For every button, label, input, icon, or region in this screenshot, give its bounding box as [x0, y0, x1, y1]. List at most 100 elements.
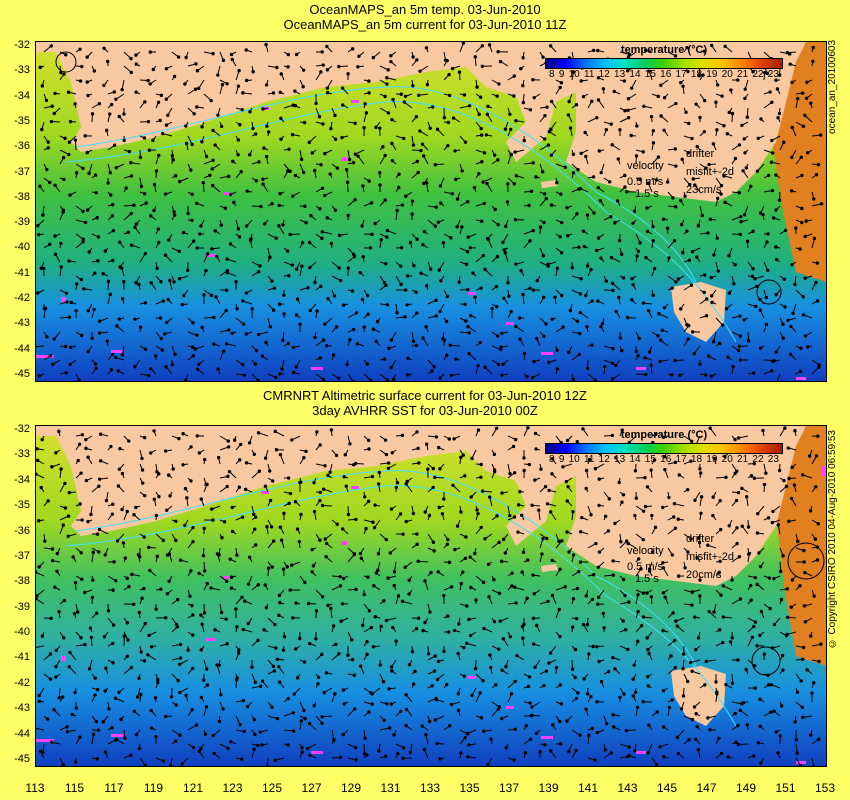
- current-arrow-head: [174, 538, 178, 543]
- current-arrow-head: [590, 726, 594, 731]
- current-arrow-head: [262, 628, 266, 632]
- current-arrow-head: [421, 154, 426, 158]
- current-arrow-head: [641, 615, 646, 619]
- current-arrow-head: [749, 598, 753, 602]
- current-arrow-head: [427, 513, 432, 518]
- current-arrow-head: [48, 354, 53, 358]
- current-arrow-head: [341, 688, 346, 692]
- current-arrow-head: [801, 645, 806, 650]
- current-arrow-head: [559, 742, 563, 746]
- longitude-tick-label: 141: [577, 781, 599, 795]
- colorbar-tick-label: 22: [752, 454, 764, 465]
- current-arrow-head: [554, 665, 559, 670]
- current-arrow-head: [492, 619, 497, 624]
- current-arrow-head: [272, 286, 277, 290]
- current-arrow-head: [41, 750, 45, 755]
- current-arrow-head: [290, 132, 295, 137]
- current-arrow-head: [698, 115, 702, 120]
- current-arrow-head: [607, 180, 612, 184]
- current-arrow-head: [699, 511, 703, 515]
- current-arrow-head: [774, 78, 778, 82]
- current-arrow-head: [417, 93, 421, 97]
- current-arrow-head: [155, 266, 159, 270]
- current-arrow-head: [41, 213, 45, 217]
- current-arrow-head: [512, 74, 516, 78]
- current-arrow-head: [686, 337, 690, 341]
- current-arrow-head: [120, 297, 125, 301]
- current-arrow-head: [96, 687, 100, 692]
- current-arrow-head: [172, 74, 177, 79]
- current-arrow-head: [738, 314, 742, 318]
- current-arrow-head: [379, 238, 383, 242]
- current-arrow-head: [462, 93, 467, 97]
- current-arrow-head: [245, 189, 249, 193]
- current-arrow-head: [122, 138, 126, 143]
- current-arrow-head: [264, 606, 269, 610]
- current-arrow-head: [661, 689, 666, 693]
- current-arrow-head: [708, 217, 713, 222]
- current-arrow-head: [665, 180, 670, 184]
- current-arrow-head: [697, 540, 702, 545]
- top-map-panel: [35, 41, 827, 382]
- current-arrow-head: [757, 551, 761, 555]
- current-arrow-head: [447, 93, 452, 98]
- current-arrow-head: [252, 512, 256, 517]
- current-arrow-head: [367, 179, 371, 183]
- current-arrow-head: [230, 331, 234, 336]
- latitude-tick-label: -43: [14, 317, 30, 330]
- current-arrow-head: [221, 707, 225, 711]
- current-arrow-head: [237, 485, 242, 489]
- current-arrow-head: [325, 91, 330, 95]
- current-arrow-head: [636, 609, 640, 614]
- current-arrow-head: [271, 91, 276, 95]
- current-arrow-head: [143, 347, 148, 351]
- current-arrow-head: [619, 540, 623, 544]
- current-arrow-head: [54, 675, 58, 679]
- current-arrow-head: [217, 719, 222, 724]
- current-arrow-head: [785, 632, 789, 637]
- current-arrow-head: [110, 512, 115, 516]
- current-arrow-head: [502, 296, 506, 301]
- current-arrow-head: [149, 367, 153, 371]
- current-arrow-head: [244, 461, 249, 465]
- current-arrow-head: [805, 668, 809, 672]
- current-arrow-head: [157, 153, 161, 158]
- current-arrow-head: [148, 568, 152, 573]
- current-arrow-head: [51, 362, 55, 367]
- current-arrow-head: [736, 348, 741, 353]
- current-arrow-head: [537, 508, 541, 512]
- current-arrow-head: [815, 299, 820, 303]
- current-arrow-head: [516, 530, 520, 534]
- current-arrow-head: [277, 593, 282, 598]
- current-arrow-head: [769, 710, 773, 714]
- current-arrow-head: [282, 293, 286, 298]
- current-arrow-head: [212, 751, 216, 756]
- current-arrow-head: [191, 613, 195, 617]
- current-arrow-head: [77, 378, 81, 381]
- current-arrow-head: [415, 237, 419, 241]
- current-arrow-head: [293, 104, 298, 108]
- current-arrow-head: [320, 236, 324, 241]
- current-arrow-head: [120, 353, 125, 357]
- current-arrow-head: [264, 42, 268, 47]
- current-arrow-head: [632, 663, 636, 667]
- current-arrow-head: [786, 318, 790, 323]
- current-arrow-head: [450, 66, 455, 71]
- current-arrow-head: [87, 250, 91, 254]
- current-arrow-head: [114, 578, 118, 583]
- current-arrow-head: [103, 750, 107, 754]
- current-arrow-head: [54, 664, 58, 669]
- current-arrow-head: [469, 585, 473, 590]
- current-arrow-head: [480, 489, 485, 493]
- current-arrow-head: [595, 116, 599, 120]
- current-arrow-head: [64, 291, 69, 296]
- current-arrow-head: [424, 733, 428, 737]
- current-arrow-head: [308, 753, 312, 757]
- current-arrow-head: [335, 166, 340, 170]
- bottom-current-arrows: [36, 426, 823, 766]
- current-arrow-head: [68, 345, 73, 350]
- current-arrow-head: [445, 542, 450, 546]
- current-arrow-head: [479, 219, 484, 223]
- current-arrow-head: [427, 719, 432, 724]
- current-arrow-head: [353, 707, 357, 711]
